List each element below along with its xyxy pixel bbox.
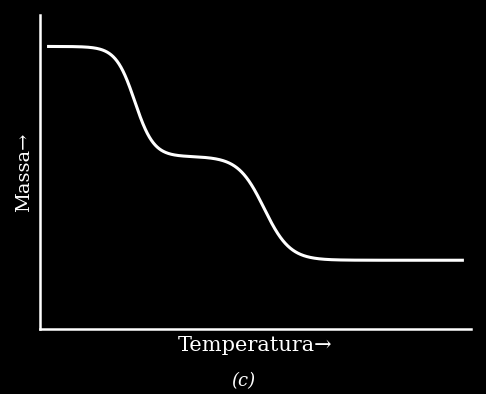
X-axis label: Temperatura→: Temperatura→ — [178, 336, 333, 355]
Y-axis label: Massa→: Massa→ — [15, 132, 33, 212]
Text: (c): (c) — [231, 372, 255, 390]
